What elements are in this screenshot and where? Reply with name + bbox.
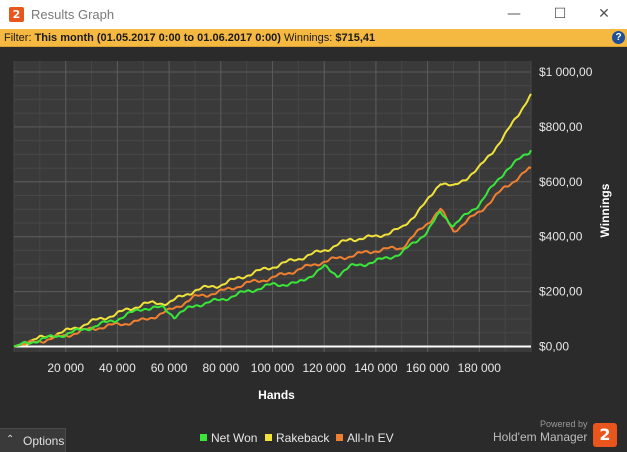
- x-tick-label: 60 000: [151, 361, 188, 375]
- legend-swatch: [265, 434, 272, 441]
- y-tick-label: $400,00: [539, 230, 583, 244]
- legend-item-all-in-ev[interactable]: All-In EV: [336, 431, 394, 445]
- legend-swatch: [200, 434, 207, 441]
- x-tick-label: 40 000: [99, 361, 136, 375]
- y-tick-label: $600,00: [539, 175, 583, 189]
- x-tick-label: 120 000: [303, 361, 347, 375]
- x-tick-label: 80 000: [202, 361, 239, 375]
- help-icon[interactable]: ?: [612, 31, 625, 44]
- x-tick-label: 100 000: [251, 361, 295, 375]
- brand-name: Hold'em Manager: [493, 430, 588, 444]
- legend-item-rakeback[interactable]: Rakeback: [265, 431, 329, 445]
- filter-prefix: Filter:: [4, 32, 32, 44]
- filter-bar: Filter: This month (01.05.2017 0:00 to 0…: [0, 29, 627, 47]
- options-label: Options: [23, 434, 65, 448]
- close-button[interactable]: ✕: [598, 6, 610, 22]
- filter-summary: Filter: This month (01.05.2017 0:00 to 0…: [4, 31, 375, 45]
- minimize-button[interactable]: —: [507, 6, 521, 22]
- winnings-value: $715,41: [335, 32, 376, 44]
- y-tick-label: $1 000,00: [539, 65, 593, 79]
- window-title: Results Graph: [31, 7, 115, 22]
- y-tick-label: $0,00: [539, 340, 569, 354]
- legend-label: All-In EV: [347, 431, 394, 445]
- filter-period: This month (01.05.2017 0:00 to 01.06.201…: [34, 32, 281, 44]
- winnings-label: Winnings:: [284, 32, 333, 44]
- options-button[interactable]: ⌃ Options: [0, 428, 66, 452]
- maximize-button[interactable]: ☐: [553, 6, 567, 22]
- legend-label: Rakeback: [276, 431, 330, 445]
- chevron-up-icon: ⌃: [6, 434, 15, 445]
- x-tick-label: 20 000: [47, 361, 84, 375]
- brand-logo-icon: 2: [593, 423, 617, 447]
- series-line-net-won: [13, 149, 532, 348]
- y-axis-title: Winnings: [598, 183, 612, 237]
- legend-label: Net Won: [211, 431, 258, 445]
- x-axis-title: Hands: [258, 388, 295, 402]
- x-tick-label: 140 000: [354, 361, 398, 375]
- series-lines: [13, 93, 532, 348]
- major-gridlines: [14, 61, 531, 352]
- x-axis-ticks: 20 000 40 000 60 000 80 000 100 000 120 000 14…: [47, 361, 501, 375]
- legend-item-net-won[interactable]: Net Won: [200, 431, 257, 445]
- title-bar: 2 Results Graph — ☐ ✕: [0, 0, 627, 29]
- y-tick-label: $800,00: [539, 120, 583, 134]
- y-tick-label: $200,00: [539, 285, 583, 299]
- x-tick-label: 160 000: [406, 361, 450, 375]
- x-tick-label: 180 000: [458, 361, 502, 375]
- powered-by-text: Powered by: [540, 419, 588, 429]
- series-line-rakeback: [13, 93, 532, 348]
- app-logo-icon: 2: [9, 7, 24, 22]
- legend-swatch: [336, 434, 343, 441]
- y-axis-ticks: $0,00 $200,00 $400,00 $600,00 $800,00 $1 000,…: [539, 65, 593, 354]
- results-graph: 20 000 40 000 60 000 80 000 100 000 120 000 14…: [13, 61, 612, 402]
